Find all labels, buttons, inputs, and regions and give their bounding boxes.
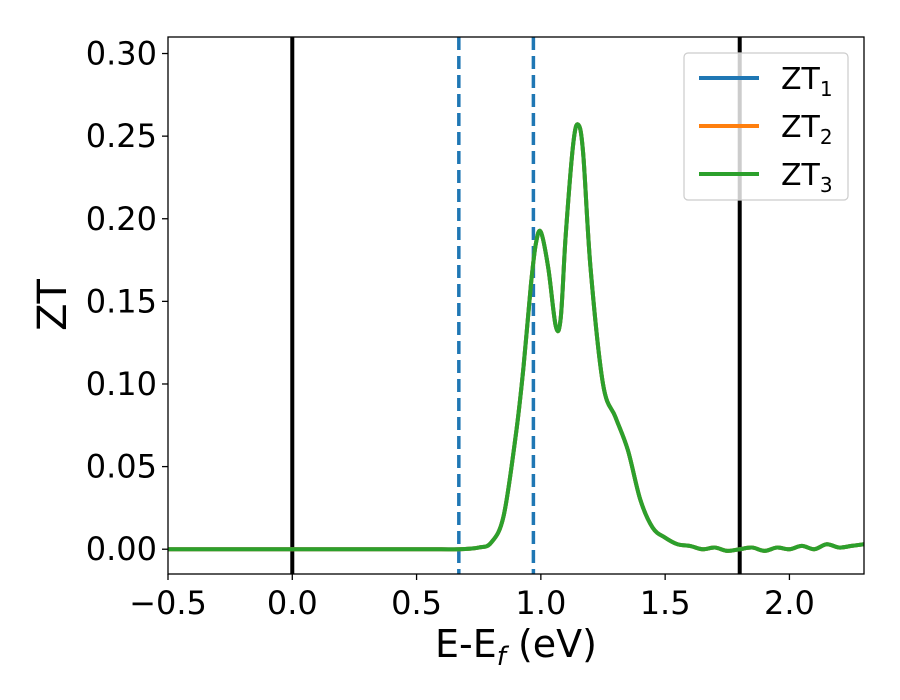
y-tick-label: 0.30 (86, 35, 157, 73)
x-axis-label-unit: (eV) (506, 622, 597, 666)
y-tick-label: 0.20 (86, 200, 157, 238)
axes: −0.5 0.0 0.5 1.0 1.5 2.0 0.00 0.05 0.10 0.15 0.20 0… (86, 35, 865, 622)
legend-entry-zt2: ZT2 (781, 110, 833, 149)
x-tick-label: 1.0 (515, 584, 566, 622)
y-tick-label: 0.10 (86, 365, 157, 403)
legend-entry-main: ZT (781, 62, 821, 97)
legend-entry-main: ZT (781, 158, 821, 193)
x-tick-label: 0.0 (267, 584, 318, 622)
x-tick-label: 2.0 (764, 584, 815, 622)
x-axis-label-main: E-E (435, 622, 497, 666)
x-tick-label: 1.5 (640, 584, 691, 622)
legend-entry-subscript: 3 (820, 173, 833, 197)
series-line-zt3 (168, 122, 864, 553)
axes-frame (167, 36, 865, 575)
x-tick-label: −0.5 (129, 584, 207, 622)
legend-entry-subscript: 1 (820, 77, 833, 101)
legend-entry-main: ZT (781, 110, 821, 145)
y-tick-label: 0.15 (86, 282, 157, 320)
y-tick-label: 0.00 (86, 530, 157, 568)
legend-entry-zt1: ZT1 (781, 62, 833, 101)
plot-area (168, 37, 864, 574)
plot-clipped-group (168, 37, 864, 574)
legend-entry-subscript: 2 (820, 125, 833, 149)
x-tick-label: 0.5 (391, 584, 442, 622)
y-tick-label: 0.05 (86, 448, 157, 486)
legend-box (683, 52, 849, 201)
legend-entry-zt3: ZT3 (781, 158, 833, 197)
y-tick-label: 0.25 (86, 117, 157, 155)
y-axis-label: ZT (30, 279, 76, 331)
x-axis-label: E-Ef (eV) (435, 622, 597, 672)
